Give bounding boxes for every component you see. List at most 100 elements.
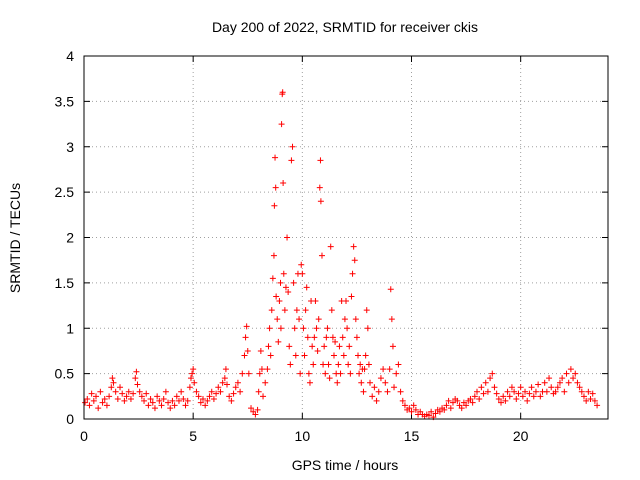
data-point xyxy=(380,366,387,373)
data-point xyxy=(230,390,237,397)
data-point xyxy=(149,399,156,406)
data-point xyxy=(145,402,152,409)
data-point xyxy=(160,396,167,403)
data-point xyxy=(323,334,330,341)
data-point xyxy=(478,384,485,391)
data-point xyxy=(121,397,128,404)
data-point xyxy=(350,243,357,250)
data-point xyxy=(345,361,352,368)
data-point xyxy=(395,361,402,368)
data-points xyxy=(82,89,601,421)
data-point xyxy=(314,347,321,354)
data-point xyxy=(491,384,498,391)
data-point xyxy=(154,393,161,400)
data-point xyxy=(341,316,348,323)
data-point xyxy=(222,366,229,373)
data-point xyxy=(489,370,496,377)
data-point xyxy=(281,307,288,314)
data-point xyxy=(352,316,359,323)
data-point xyxy=(302,307,309,314)
data-point xyxy=(306,379,313,386)
data-point xyxy=(286,343,293,350)
data-point xyxy=(88,390,95,397)
data-point xyxy=(310,361,317,368)
data-point xyxy=(432,410,439,417)
chart-title: Day 200 of 2022, SRMTID for receiver cki… xyxy=(212,19,478,35)
data-point xyxy=(215,384,222,391)
data-point xyxy=(245,370,252,377)
data-point xyxy=(548,384,555,391)
data-point xyxy=(277,325,284,332)
data-point xyxy=(373,397,380,404)
data-point xyxy=(221,375,228,382)
data-point xyxy=(171,402,178,409)
data-point xyxy=(469,399,476,406)
data-point xyxy=(337,370,344,377)
data-point xyxy=(138,393,145,400)
data-point xyxy=(272,154,279,161)
x-tick-label: 20 xyxy=(513,428,529,444)
data-point xyxy=(572,370,579,377)
data-point xyxy=(276,298,283,305)
data-point xyxy=(556,379,563,386)
data-point xyxy=(158,402,165,409)
data-point xyxy=(449,399,456,406)
data-point xyxy=(184,397,191,404)
data-point xyxy=(361,366,368,373)
data-point xyxy=(358,379,365,386)
data-point xyxy=(189,370,196,377)
data-point xyxy=(141,397,148,404)
data-point xyxy=(580,393,587,400)
data-point xyxy=(311,334,318,341)
data-point xyxy=(353,334,360,341)
x-axis-label: GPS time / hours xyxy=(292,457,399,473)
data-point xyxy=(382,379,389,386)
data-point xyxy=(232,384,239,391)
data-point xyxy=(561,388,568,395)
data-point xyxy=(95,405,102,412)
y-tick-label: 4 xyxy=(66,48,74,64)
data-point xyxy=(410,402,417,409)
data-point xyxy=(587,396,594,403)
data-point xyxy=(347,370,354,377)
data-point xyxy=(343,298,349,305)
data-point xyxy=(226,393,233,400)
data-point xyxy=(151,405,158,412)
data-point xyxy=(493,390,500,397)
data-point xyxy=(559,375,566,382)
data-point xyxy=(567,366,574,373)
data-point xyxy=(387,286,394,293)
data-point xyxy=(528,384,535,391)
data-point xyxy=(284,234,291,241)
data-point xyxy=(228,397,235,404)
y-tick-label: 2 xyxy=(66,230,74,246)
data-point xyxy=(270,252,277,259)
data-point xyxy=(330,352,337,359)
data-point xyxy=(187,375,194,382)
data-point xyxy=(252,411,259,418)
data-point xyxy=(318,252,325,259)
data-point xyxy=(401,402,408,409)
data-point xyxy=(288,157,295,164)
data-point xyxy=(112,388,119,395)
data-point xyxy=(324,325,331,332)
data-point xyxy=(408,408,415,415)
data-point xyxy=(425,412,432,419)
data-point xyxy=(309,343,316,350)
data-point xyxy=(524,397,531,404)
data-point xyxy=(335,361,342,368)
data-point xyxy=(591,397,598,404)
data-point xyxy=(480,390,487,397)
data-point xyxy=(467,396,474,403)
data-point xyxy=(412,406,419,413)
data-point xyxy=(332,338,339,345)
data-point xyxy=(248,405,255,412)
data-point xyxy=(317,157,324,164)
data-point xyxy=(297,370,304,377)
data-point xyxy=(583,397,590,404)
data-point xyxy=(258,366,265,373)
data-point xyxy=(506,393,513,400)
data-point xyxy=(476,396,483,403)
data-point xyxy=(217,388,224,395)
data-point xyxy=(474,388,480,395)
